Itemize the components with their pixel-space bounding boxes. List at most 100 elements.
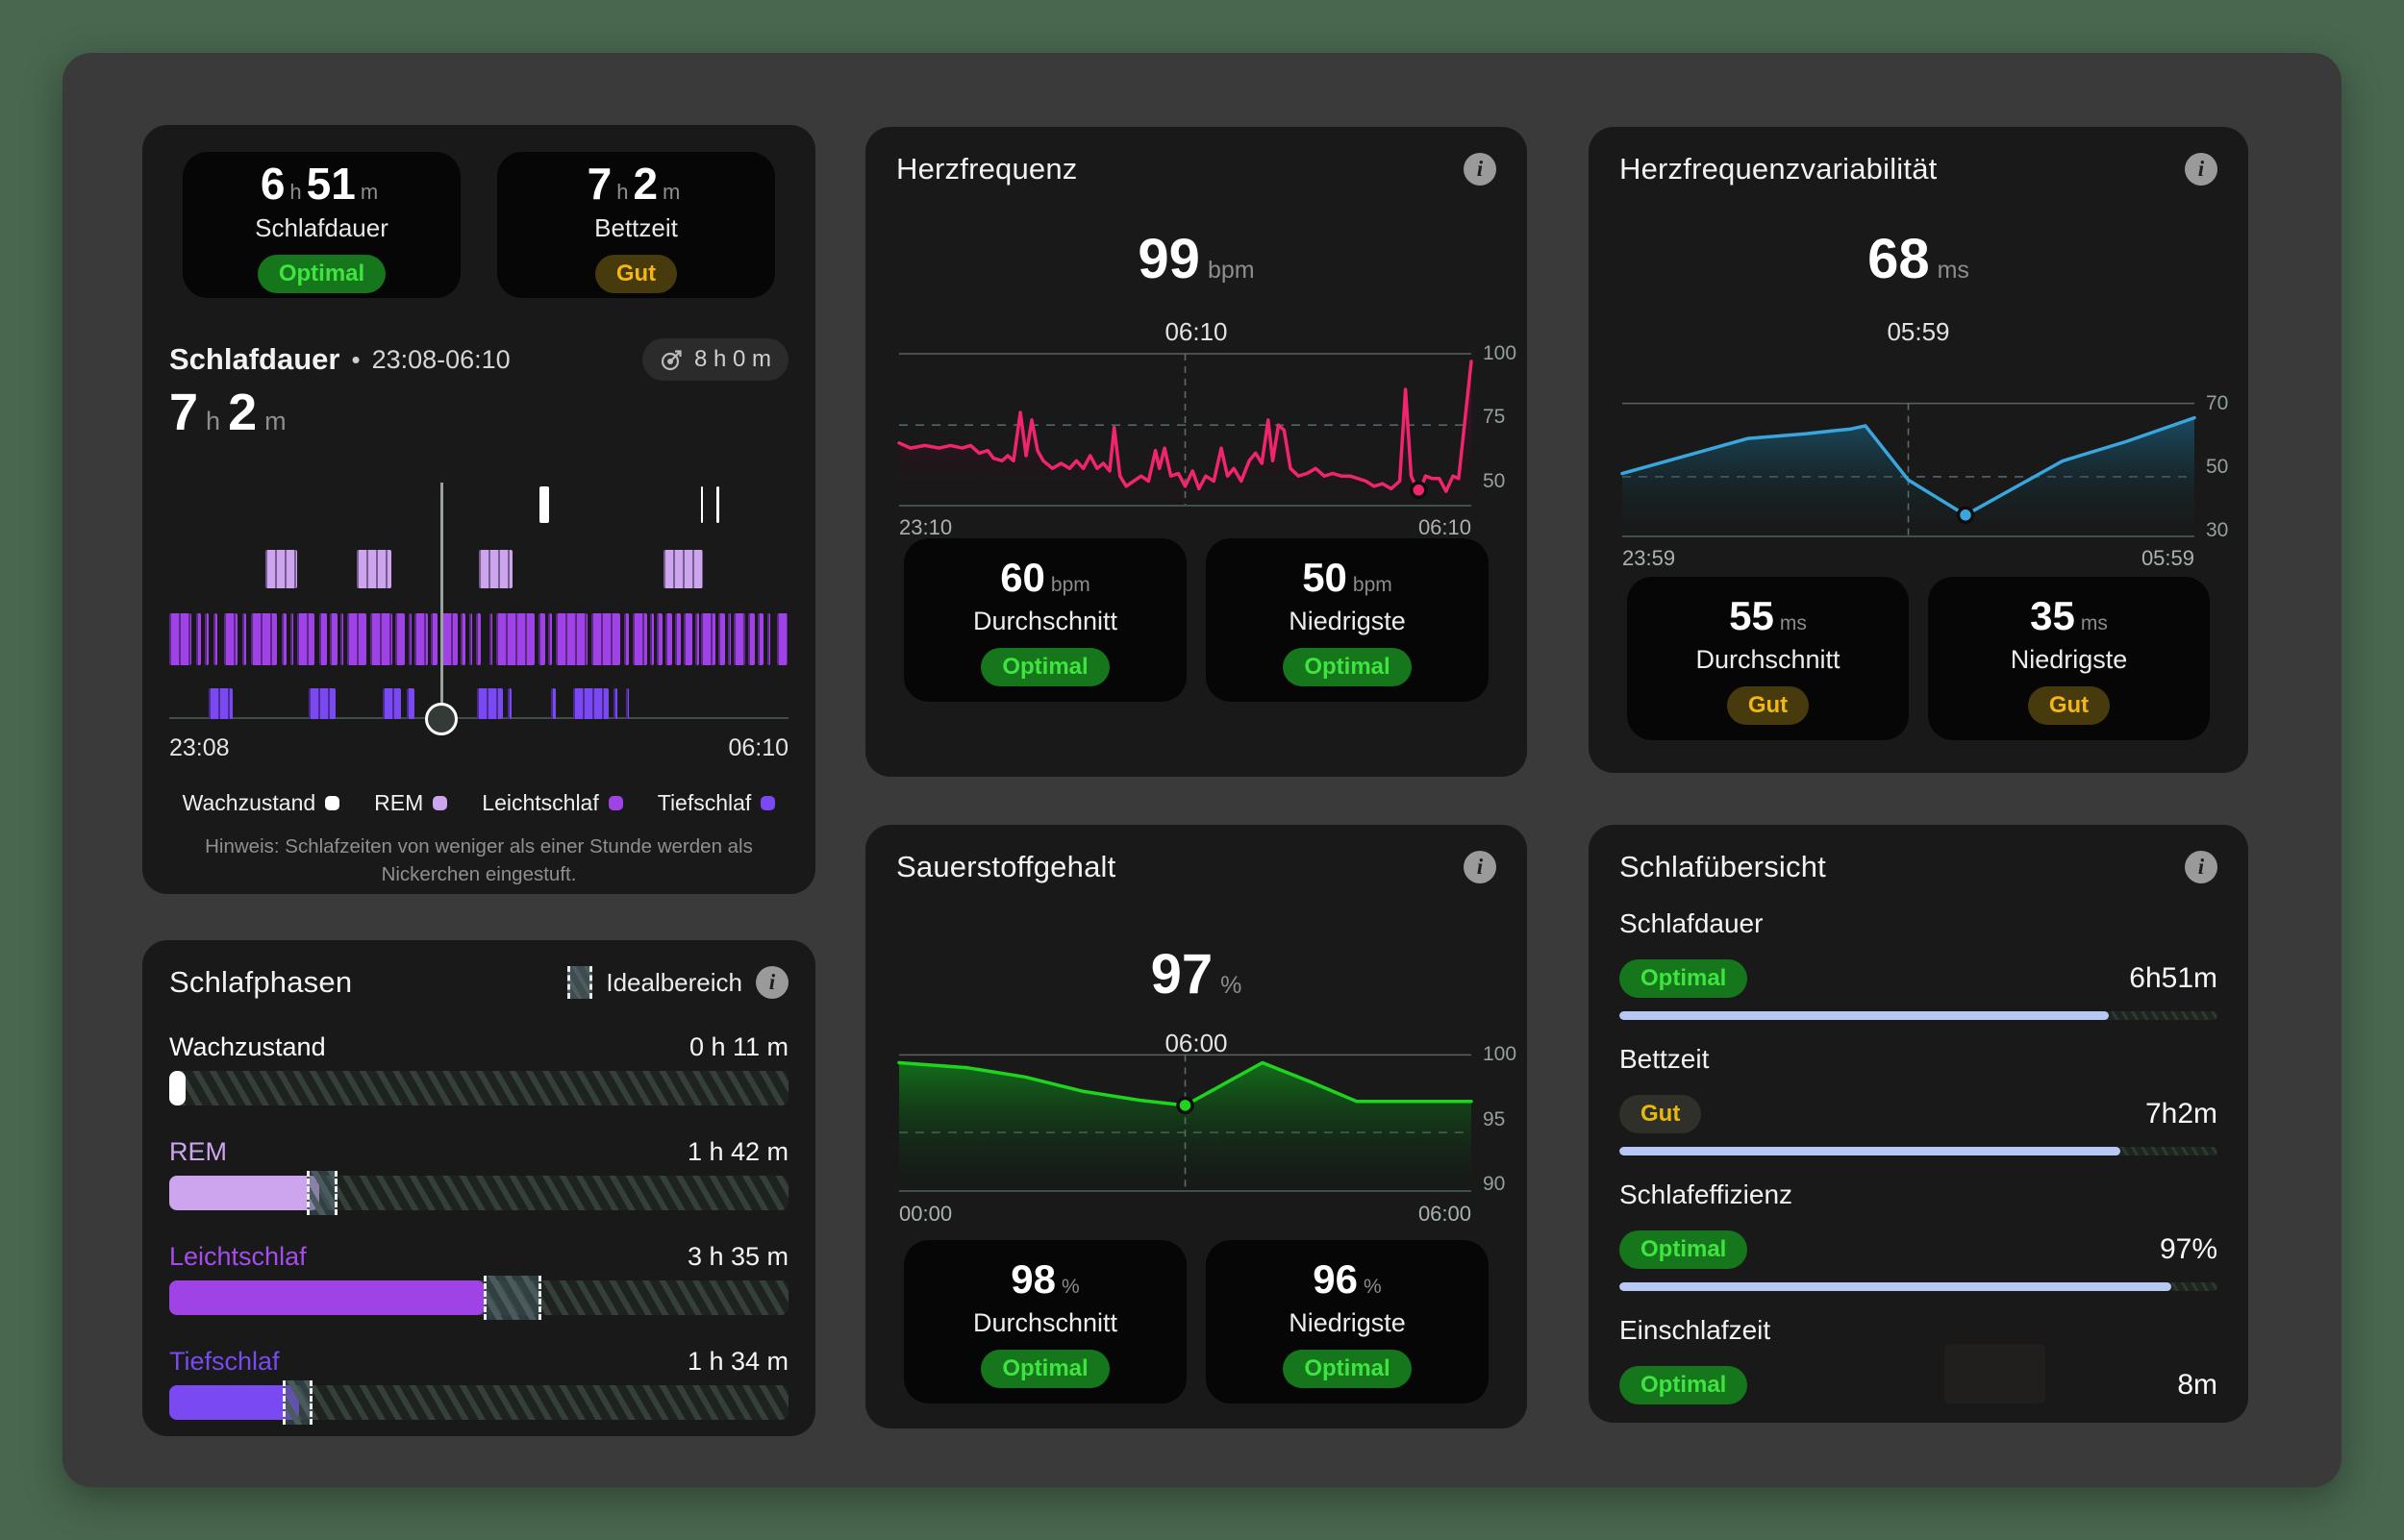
hypnogram-segment (733, 613, 745, 665)
overview-value: 8m (2177, 1369, 2217, 1401)
minutes-value: 2 (633, 158, 659, 209)
phase-bar-fill (169, 1176, 319, 1210)
current-time: 06:10 (1164, 317, 1228, 346)
hypnogram-segment (308, 688, 337, 719)
hypnogram-segment (623, 613, 630, 665)
hypnogram-segment (551, 688, 557, 719)
phase-label: Wachzustand (169, 1032, 326, 1061)
minutes-unit: m (663, 179, 681, 204)
overview-value: 97% (2159, 1233, 2217, 1265)
lowest-stat-tile[interactable]: 96% Niedrigste Optimal (1206, 1240, 1489, 1403)
average-stat-tile[interactable]: 55 ms Durchschnitt Gut (1627, 577, 1909, 740)
info-icon[interactable] (1464, 851, 1496, 883)
stat-value: 35 ms (2030, 593, 2108, 639)
hypnogram-legend: Wachzustand REM Leichtschlaf Tiefschlaf (142, 790, 815, 816)
current-unit: ms (1937, 257, 1969, 284)
hrv-card: Herzfrequenzvariabilität 68 ms 05:59 70 50… (1589, 127, 2248, 773)
y-axis-label: 30 (2206, 519, 2229, 542)
current-time: 05:59 (1887, 317, 1950, 346)
hypnogram-segment (414, 613, 429, 665)
lowest-stat-tile[interactable]: 50 bpm Niedrigste Optimal (1206, 538, 1489, 702)
y-axis-label: 95 (1483, 1107, 1506, 1130)
hypnogram-chart[interactable] (169, 483, 789, 735)
status-badge: Optimal (1619, 959, 1748, 998)
hrv-svg (1620, 402, 2196, 537)
phase-bar-fill (169, 1071, 187, 1105)
y-axis-label: 90 (1483, 1172, 1506, 1195)
target-icon (661, 350, 682, 371)
status-badge: Gut (1619, 1095, 1702, 1133)
lowest-stat-tile[interactable]: 35 ms Niedrigste Gut (1928, 577, 2210, 740)
current-time: 06:00 (1164, 1029, 1228, 1057)
legend-label: Wachzustand (182, 790, 316, 815)
overview-progress-fill (1619, 1011, 2109, 1020)
info-icon[interactable] (756, 966, 789, 999)
overview-value-row: Gut 7h2m (1619, 1095, 2217, 1133)
stat-unit: ms (1779, 611, 1807, 634)
hypnogram-cursor-line[interactable] (440, 483, 443, 719)
hypnogram-segment (208, 688, 234, 719)
hypnogram-segment (461, 613, 466, 665)
stat-number: 55 (1729, 592, 1774, 638)
phases-header: Schlafphasen Idealbereich (169, 965, 789, 1000)
heart-rate-plot[interactable]: 100 75 50 (897, 342, 1516, 507)
axis-start-time: 23:10 (899, 515, 953, 539)
stat-value: 55 ms (1729, 593, 1807, 639)
status-badge: Optimal (1619, 1366, 1748, 1404)
phase-bar-fill (169, 1385, 300, 1420)
overview-label: Schlafeffizienz (1619, 1180, 1793, 1209)
y-axis-label: 100 (1483, 1043, 1517, 1066)
phase-duration: 1 h 34 m (687, 1347, 789, 1376)
hypnogram-segment (264, 550, 298, 588)
info-icon[interactable] (2185, 153, 2217, 186)
hypnogram-segment (406, 688, 414, 719)
hypnogram-cursor-handle[interactable] (425, 703, 459, 735)
card-title: Sauerstoffgehalt (896, 850, 1116, 883)
phase-duration: 1 h 42 m (687, 1137, 789, 1166)
hypnogram-segment (223, 613, 238, 665)
current-value: 97 (1150, 943, 1214, 1006)
current-value: 99 (1138, 228, 1200, 290)
oxygen-plot[interactable]: 100 95 90 (897, 1043, 1516, 1195)
hypnogram-segment (479, 550, 513, 588)
stat-label: Niedrigste (2010, 644, 2128, 674)
hypnogram-segment (664, 613, 672, 665)
oxygen-card: Sauerstoffgehalt 97% 06:00 100 95 90 00:00… (865, 825, 1527, 1428)
phase-label: Tiefschlaf (169, 1347, 280, 1376)
status-badge: Gut (594, 254, 678, 293)
sleep-goal-pill[interactable]: 8 h 0 m (641, 338, 789, 381)
phase-row-header: Tiefschlaf 1 h 34 m (169, 1347, 789, 1377)
hypnogram-segment (195, 613, 202, 665)
spo2-svg (897, 1054, 1473, 1192)
hypnogram-segment (496, 613, 535, 665)
hrv-plot[interactable]: 70 50 30 (1620, 392, 2228, 541)
sleep-overview-card: Schlafübersicht Schlafdauer Optimal 6h51m B… (1589, 825, 2248, 1423)
hrv-header: Herzfrequenzvariabilität (1619, 152, 2217, 186)
phase-bar (169, 1380, 789, 1425)
stat-label: Niedrigste (1289, 606, 1406, 635)
hypnogram-segment (369, 613, 392, 665)
heart-rate-x-axis: 23:10 06:10 (899, 515, 1471, 540)
heart_rate-svg (897, 353, 1473, 507)
average-stat-tile[interactable]: 98% Durchschnitt Optimal (904, 1240, 1187, 1403)
phase-duration: 0 h 11 m (689, 1032, 789, 1061)
hypnogram-segment (539, 486, 550, 523)
info-icon[interactable] (2185, 851, 2217, 883)
ideal-range-marker (484, 1276, 542, 1320)
phase-row-wachzustand: Wachzustand 0 h 11 m (169, 1032, 789, 1105)
hypnogram-segment (548, 613, 552, 665)
status-badge: Optimal (257, 254, 387, 293)
phase-bar-fill (169, 1280, 485, 1315)
stat-number: 35 (2030, 592, 2075, 638)
hypnogram-segment (477, 688, 504, 719)
sleep-duration-tile[interactable]: 6 h 51 m Schlafdauer Optimal (183, 152, 461, 298)
info-icon[interactable] (1464, 153, 1496, 186)
minutes-value: 51 (306, 158, 356, 209)
legend-item: Tiefschlaf (658, 790, 776, 816)
average-stat-tile[interactable]: 60 bpm Durchschnitt Optimal (904, 538, 1187, 702)
overview-value-row: Optimal 97% (1619, 1230, 2217, 1269)
current-oxygen: 97% (865, 942, 1527, 1006)
hypnogram-segment (297, 613, 315, 665)
